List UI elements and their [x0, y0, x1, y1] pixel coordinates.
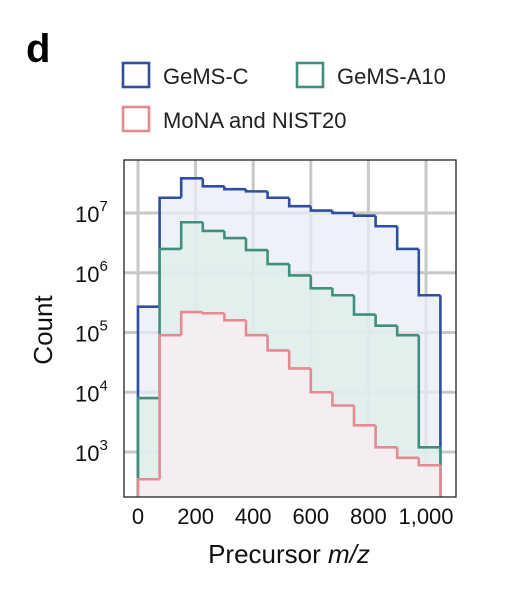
- histogram-bin: [179, 177, 203, 198]
- legend-swatch: [295, 61, 325, 89]
- histogram-bin: [417, 335, 441, 449]
- x-tick-label: 200: [177, 504, 214, 529]
- histogram-bin: [331, 392, 354, 407]
- histogram-bin: [266, 250, 290, 266]
- histogram-bin: [158, 333, 182, 480]
- y-tick-base: 10: [75, 262, 99, 287]
- legend-label: MoNA and NIST20: [163, 108, 346, 133]
- x-tick-label: 600: [292, 504, 329, 529]
- histogram-bin: [136, 477, 160, 497]
- legend-swatch: [121, 61, 151, 89]
- x-tick-label: 800: [350, 504, 387, 529]
- histogram-bin: [266, 191, 290, 200]
- x-axis-label-italic: m/z: [328, 539, 370, 569]
- y-axis-label: Count: [28, 295, 58, 365]
- x-tick-label: 400: [235, 504, 272, 529]
- histogram-series: [136, 177, 442, 498]
- x-tick-label: 0: [132, 504, 144, 529]
- histogram-bin: [223, 313, 246, 322]
- histogram-bin: [374, 314, 398, 327]
- y-tick-base: 10: [75, 381, 99, 406]
- y-tick-exponent: 6: [99, 258, 107, 275]
- histogram-bin: [395, 447, 419, 460]
- y-tick-label: 106: [75, 258, 108, 287]
- histogram-bin: [244, 189, 268, 193]
- y-tick-label: 103: [75, 437, 108, 466]
- y-tick-exponent: 4: [99, 377, 107, 394]
- y-tick-exponent: 7: [99, 198, 107, 215]
- histogram-bin: [352, 213, 376, 218]
- y-tick-exponent: 5: [99, 318, 107, 335]
- x-axis-label: Precursor m/z: [208, 539, 370, 569]
- series-mona-and-nist20: [136, 310, 442, 497]
- histogram-bin: [331, 210, 354, 215]
- histogram-bin: [136, 396, 160, 497]
- histogram-bin: [309, 368, 333, 394]
- histogram-bin: [223, 186, 246, 191]
- legend-swatch: [121, 105, 151, 133]
- histogram-bin: [395, 325, 419, 337]
- y-tick-label: 107: [75, 198, 108, 227]
- panel-label: d: [26, 27, 50, 71]
- histogram-bin: [374, 425, 398, 449]
- histogram-bin: [244, 320, 268, 337]
- x-axis-label-text: Precursor: [208, 539, 328, 569]
- histogram-bin: [287, 350, 311, 370]
- y-tick-base: 10: [75, 441, 99, 466]
- histogram-bin: [374, 215, 398, 228]
- legend-label: GeMS-C: [163, 64, 249, 89]
- legend: GeMS-C GeMS-A10 MoNA and NIST20: [121, 61, 446, 133]
- histogram-bin: [201, 178, 225, 188]
- y-tick-label: 104: [75, 377, 108, 406]
- plot-area: [123, 159, 457, 498]
- x-axis-ticks: 0 200 400 600 800 1,000: [132, 504, 454, 529]
- histogram-bin: [201, 311, 225, 315]
- legend-label: GeMS-A10: [337, 64, 446, 89]
- histogram-bin: [244, 238, 268, 252]
- legend-entry: GeMS-C: [121, 61, 249, 89]
- histogram-bin: [309, 275, 333, 290]
- histogram-bin: [223, 230, 246, 240]
- histogram-bin: [352, 405, 376, 427]
- y-tick-exponent: 3: [99, 437, 107, 454]
- legend-entry: MoNA and NIST20: [121, 105, 346, 133]
- histogram-bin: [395, 226, 419, 251]
- histogram-bin: [287, 264, 311, 277]
- histogram-bin: [201, 222, 225, 233]
- x-tick-label: 1,000: [398, 504, 453, 529]
- histogram-bin: [179, 310, 203, 336]
- histogram-bin: [331, 288, 354, 297]
- plot-frame: [123, 159, 457, 498]
- series-area: [138, 312, 441, 497]
- y-tick-label: 105: [75, 318, 108, 347]
- y-tick-base: 10: [75, 322, 99, 347]
- histogram-bin: [179, 220, 203, 249]
- histogram-bin: [417, 457, 441, 467]
- histogram-bin: [287, 197, 311, 208]
- y-tick-base: 10: [75, 202, 99, 227]
- histogram-bin: [309, 206, 333, 212]
- histogram-bin: [352, 295, 376, 316]
- legend-entry: GeMS-A10: [295, 61, 446, 89]
- histogram-bin: [266, 335, 290, 352]
- histogram-bin: [417, 248, 441, 297]
